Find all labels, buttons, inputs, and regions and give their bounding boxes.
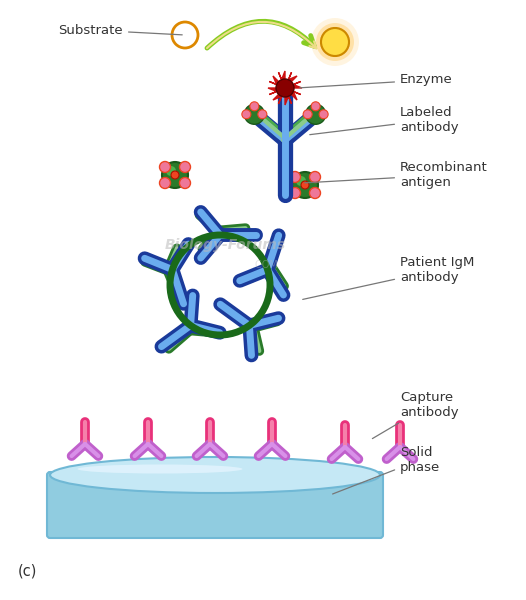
Polygon shape (273, 88, 285, 104)
Text: Enzyme: Enzyme (300, 73, 453, 88)
Circle shape (311, 102, 320, 111)
Polygon shape (285, 72, 297, 88)
Text: Labeled
antibody: Labeled antibody (310, 106, 459, 134)
Circle shape (309, 187, 320, 199)
Circle shape (320, 27, 350, 57)
Polygon shape (269, 76, 285, 88)
Polygon shape (268, 88, 285, 95)
Polygon shape (278, 71, 285, 88)
Circle shape (303, 110, 312, 119)
Circle shape (179, 178, 190, 188)
Circle shape (245, 104, 265, 124)
FancyBboxPatch shape (47, 472, 383, 538)
Circle shape (159, 161, 170, 173)
Polygon shape (285, 88, 301, 100)
Polygon shape (285, 88, 291, 105)
Circle shape (171, 171, 179, 179)
Text: Recombinant
antigen: Recombinant antigen (305, 161, 488, 189)
Text: .COM: .COM (252, 260, 278, 270)
Text: Substrate: Substrate (58, 23, 182, 37)
Circle shape (306, 104, 326, 124)
Text: Biology-Forums: Biology-Forums (165, 238, 286, 252)
Circle shape (166, 166, 176, 176)
Ellipse shape (77, 464, 242, 473)
Circle shape (159, 178, 170, 188)
Circle shape (292, 172, 318, 198)
Ellipse shape (50, 457, 380, 493)
Text: (c): (c) (18, 563, 37, 578)
FancyArrowPatch shape (207, 21, 314, 48)
Circle shape (258, 110, 267, 119)
Text: Patient IgM
antibody: Patient IgM antibody (303, 256, 474, 299)
Circle shape (276, 79, 294, 97)
FancyArrowPatch shape (207, 22, 317, 49)
Circle shape (309, 172, 320, 182)
Circle shape (289, 187, 300, 199)
Circle shape (179, 161, 190, 173)
Text: Solid
phase: Solid phase (332, 446, 440, 494)
Polygon shape (285, 82, 302, 88)
Circle shape (296, 176, 306, 186)
Circle shape (242, 110, 251, 119)
Circle shape (301, 181, 309, 189)
Text: Capture
antibody: Capture antibody (372, 391, 459, 439)
Circle shape (321, 28, 349, 56)
Circle shape (311, 18, 359, 66)
Circle shape (289, 172, 300, 182)
Circle shape (162, 162, 188, 188)
Circle shape (316, 23, 354, 61)
Circle shape (319, 110, 328, 119)
Circle shape (250, 102, 259, 111)
